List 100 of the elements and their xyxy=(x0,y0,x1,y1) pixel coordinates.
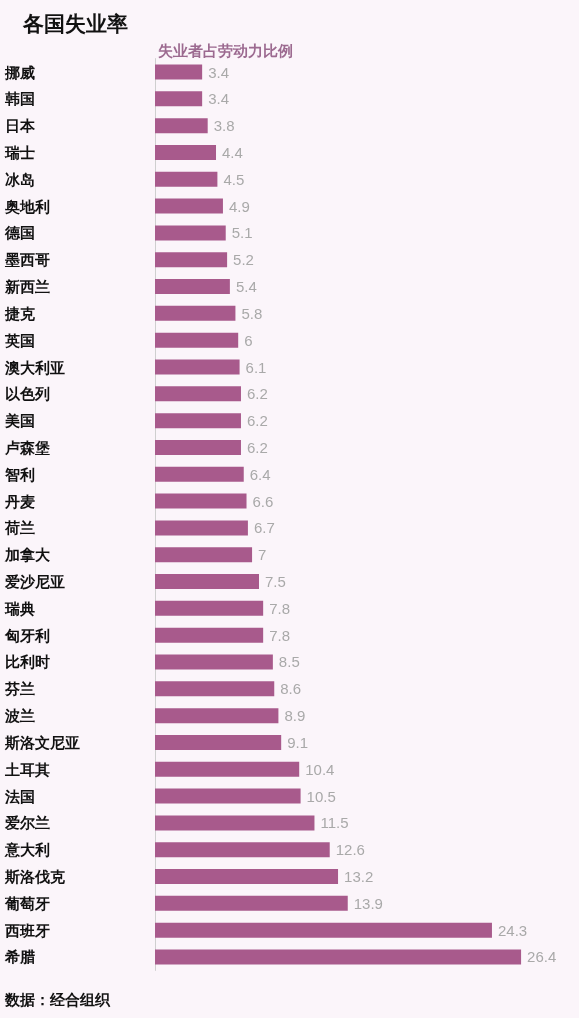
bar xyxy=(155,252,228,268)
bar xyxy=(155,627,264,643)
bar xyxy=(155,842,330,858)
data-label: 6.4 xyxy=(249,465,271,483)
data-label: 4.5 xyxy=(223,170,245,188)
bar xyxy=(155,144,217,160)
data-label: 4.9 xyxy=(228,197,250,215)
y-tick-label: 墨西哥 xyxy=(4,251,50,269)
data-label: 3.4 xyxy=(208,90,230,108)
data-label: 7 xyxy=(258,546,267,564)
y-tick-label: 斯洛伐克 xyxy=(4,868,66,886)
text: 数据：经合组织 xyxy=(4,991,111,1008)
bar xyxy=(155,708,279,724)
bar xyxy=(155,386,241,402)
bar xyxy=(155,895,348,911)
bar xyxy=(155,815,315,831)
y-tick-label: 瑞士 xyxy=(4,143,35,161)
y-tick-label: 德国 xyxy=(4,224,35,242)
y-tick-label: 美国 xyxy=(4,412,35,430)
bar xyxy=(155,413,241,429)
data-label: 6.7 xyxy=(253,519,275,537)
bar xyxy=(155,654,273,670)
data-label: 6.2 xyxy=(246,438,268,456)
data-label: 6.2 xyxy=(246,412,268,430)
bar xyxy=(155,359,240,375)
data-label: 8.9 xyxy=(284,707,306,725)
y-tick-label: 土耳其 xyxy=(4,760,50,778)
bar xyxy=(155,869,339,885)
y-tick-label: 希腊 xyxy=(4,948,35,966)
bar xyxy=(155,198,223,214)
data-label: 13.2 xyxy=(344,868,374,886)
y-tick-label: 日本 xyxy=(5,117,36,135)
data-label: 3.4 xyxy=(208,63,230,81)
data-label: 6.6 xyxy=(252,492,274,510)
y-tick-label: 澳大利亚 xyxy=(4,358,65,376)
y-tick-label: 丹麦 xyxy=(4,492,35,510)
y-tick-label: 芬兰 xyxy=(4,680,35,698)
data-label: 12.6 xyxy=(335,841,365,859)
data-label: 5.1 xyxy=(231,224,253,242)
y-tick-label: 西班牙 xyxy=(4,921,50,939)
bar xyxy=(155,332,239,348)
bar xyxy=(155,547,253,563)
y-tick-label: 意大利 xyxy=(4,841,50,859)
data-label: 26.4 xyxy=(527,948,557,966)
data-label: 9.1 xyxy=(287,733,309,751)
bar xyxy=(155,64,203,80)
y-tick-label: 冰岛 xyxy=(5,170,35,188)
data-label: 7.5 xyxy=(265,573,286,591)
bar xyxy=(155,574,259,590)
y-tick-label: 捷克 xyxy=(4,304,36,322)
y-tick-label: 卢森堡 xyxy=(4,438,50,456)
chart-title: 各国失业率 xyxy=(22,12,128,35)
y-tick-label: 匈牙利 xyxy=(4,626,50,644)
bar xyxy=(155,305,236,321)
chart-subtitle: 失业者占劳动力比例 xyxy=(158,42,293,59)
y-tick-label: 爱沙尼亚 xyxy=(4,573,65,591)
data-label: 10.5 xyxy=(306,787,336,805)
bar xyxy=(155,922,492,938)
y-tick-label: 加拿大 xyxy=(4,546,51,564)
y-tick-label: 法国 xyxy=(4,787,35,805)
y-tick-label: 葡萄牙 xyxy=(4,894,50,912)
data-label: 13.9 xyxy=(353,894,383,912)
bar xyxy=(155,225,226,241)
data-label: 6.1 xyxy=(245,358,267,376)
data-label: 6 xyxy=(244,331,253,349)
bar xyxy=(155,118,208,134)
y-tick-label: 瑞典 xyxy=(4,599,35,617)
bar xyxy=(155,600,264,616)
y-tick-label: 比利时 xyxy=(5,653,50,671)
y-tick-label: 爱尔兰 xyxy=(4,814,50,832)
y-tick-label: 英国 xyxy=(4,331,35,349)
data-label: 4.4 xyxy=(222,143,243,161)
bar xyxy=(155,681,275,697)
y-tick-label: 波兰 xyxy=(4,707,35,725)
bar xyxy=(155,734,282,750)
y-tick-label: 挪威 xyxy=(4,63,35,81)
bar xyxy=(155,949,522,965)
y-tick-label: 韩国 xyxy=(4,90,35,108)
data-label: 11.5 xyxy=(320,814,349,832)
y-tick-label: 斯洛文尼亚 xyxy=(4,733,80,751)
y-tick-label: 新西兰 xyxy=(4,278,50,296)
data-label: 7.8 xyxy=(269,626,291,644)
data-label: 6.2 xyxy=(246,385,268,403)
y-tick-label: 荷兰 xyxy=(4,519,35,537)
bar xyxy=(155,520,248,536)
data-label: 7.8 xyxy=(269,599,291,617)
bar xyxy=(155,761,300,777)
y-tick-label: 以色列 xyxy=(5,385,50,403)
data-label: 5.4 xyxy=(235,278,257,296)
y-tick-label: 奥地利 xyxy=(4,197,50,215)
data-label: 5.2 xyxy=(233,251,254,269)
bar xyxy=(155,788,301,804)
data-label: 10.4 xyxy=(305,760,335,778)
bar xyxy=(155,171,218,187)
bar xyxy=(155,493,247,509)
data-label: 8.6 xyxy=(280,680,302,698)
bar xyxy=(155,91,203,107)
data-label: 24.3 xyxy=(497,921,528,939)
data-label: 5.8 xyxy=(241,304,263,322)
bar xyxy=(155,279,230,295)
